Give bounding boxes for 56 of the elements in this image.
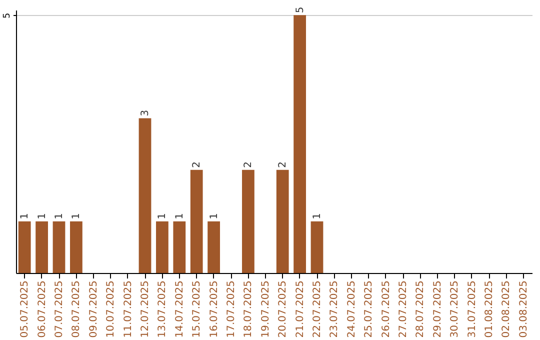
- x-tick-label: 17.07.2025: [226, 280, 237, 338]
- x-tick-label: 20.07.2025: [278, 280, 289, 338]
- bar: [294, 15, 306, 273]
- x-tick-label: 28.07.2025: [415, 280, 426, 338]
- x-tick-label: 13.07.2025: [157, 280, 168, 338]
- x-tick-label: 12.07.2025: [140, 280, 151, 338]
- data-label: 1: [54, 213, 65, 220]
- x-tick-label: 07.07.2025: [54, 280, 65, 338]
- x-tick-label: 18.07.2025: [243, 280, 254, 338]
- data-label: 2: [192, 161, 203, 168]
- x-tick-label: 26.07.2025: [380, 280, 392, 338]
- x-tick-label: 03.08.2025: [518, 280, 530, 338]
- bar: [310, 221, 324, 273]
- data-label: 2: [278, 161, 289, 168]
- data-label: 5: [294, 6, 306, 14]
- bar: [18, 221, 31, 273]
- x-tick-label: 24.07.2025: [346, 280, 358, 338]
- x-tick-label: 09.07.2025: [88, 280, 100, 338]
- x-tick-label: 21.07.2025: [294, 280, 306, 338]
- data-label: 3: [140, 110, 151, 116]
- x-tick-label: 29.07.2025: [432, 280, 444, 338]
- data-label: 1: [20, 213, 31, 220]
- bar: [242, 170, 254, 273]
- bar: [52, 221, 66, 273]
- data-label: 1: [71, 213, 82, 220]
- x-tick-label: 08.07.2025: [71, 280, 82, 338]
- x-tick-label: 01.08.2025: [484, 280, 495, 338]
- x-tick-label: 30.07.2025: [450, 280, 461, 338]
- x-tick-label: 06.07.2025: [36, 280, 48, 338]
- x-tick-label: 19.07.2025: [260, 280, 272, 338]
- x-tick-label: 05.07.2025: [20, 280, 31, 338]
- bar: [36, 221, 48, 273]
- x-tick-label: 15.07.2025: [192, 280, 203, 338]
- bar: [138, 118, 152, 273]
- x-tick-label: 22.07.2025: [312, 280, 323, 338]
- x-tick-label: 11.07.2025: [122, 280, 134, 338]
- x-tick-label: 27.07.2025: [398, 280, 409, 338]
- data-label: 1: [208, 213, 220, 220]
- data-label: 1: [312, 213, 323, 220]
- x-tick-label: 31.07.2025: [466, 280, 478, 338]
- bar: [208, 221, 220, 273]
- x-tick-label: 16.07.2025: [208, 280, 220, 338]
- bar: [276, 170, 289, 273]
- x-tick-label: 02.08.2025: [501, 280, 512, 338]
- data-label: 1: [36, 213, 48, 220]
- bar: [173, 221, 186, 273]
- x-tick-label: 10.07.2025: [106, 280, 117, 338]
- bar: [156, 221, 168, 273]
- x-tick-label: 14.07.2025: [174, 280, 186, 338]
- data-label: 1: [174, 213, 186, 220]
- bar: [190, 170, 203, 273]
- data-label: 1: [157, 213, 168, 220]
- data-label: 2: [243, 161, 254, 168]
- bar: [70, 221, 82, 273]
- x-tick-label: 23.07.2025: [329, 280, 340, 338]
- x-tick-label: 25.07.2025: [364, 280, 375, 338]
